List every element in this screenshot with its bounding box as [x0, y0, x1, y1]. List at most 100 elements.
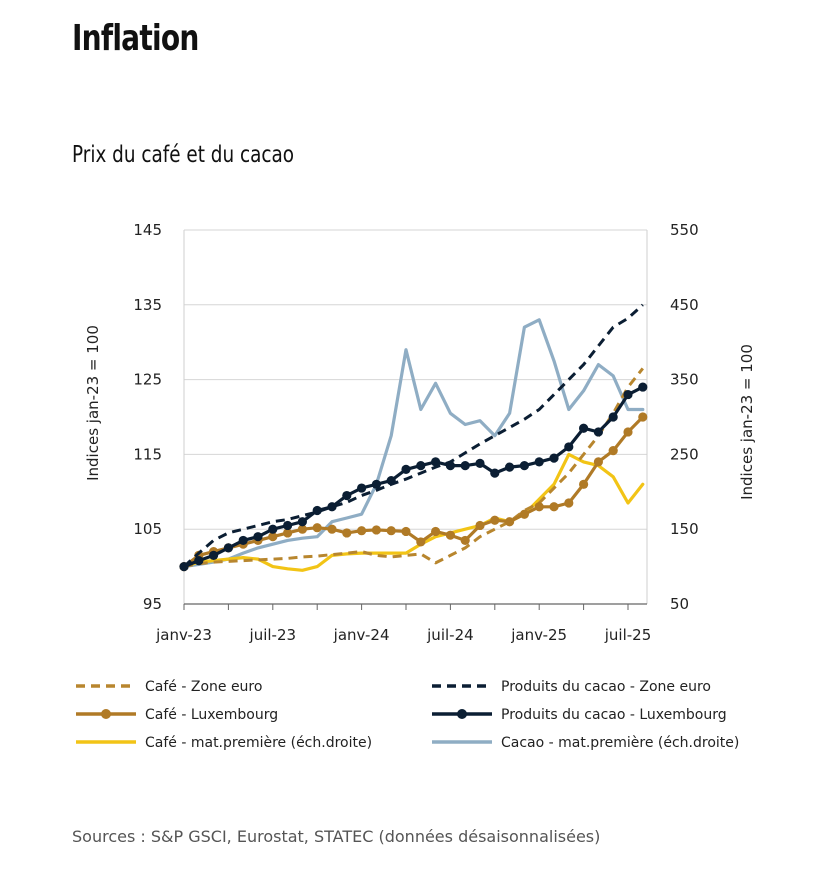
- source-note: Sources : S&P GSCI, Eurostat, STATEC (do…: [72, 827, 601, 846]
- legend: Café - Zone euro Produits du cacao - Zone…: [76, 679, 739, 751]
- series-line: [182, 303, 644, 568]
- data-point: [445, 461, 455, 471]
- data-point: [623, 389, 633, 400]
- legend-label: Produits du cacao - Zone euro: [501, 679, 711, 695]
- legend-marker: [101, 709, 111, 719]
- data-point: [179, 562, 189, 572]
- data-point: [519, 461, 530, 471]
- data-point: [549, 453, 559, 463]
- data-point: [386, 526, 396, 536]
- data-point: [638, 412, 648, 422]
- page-title: Inflation: [72, 18, 199, 59]
- data-point: [593, 427, 604, 437]
- series-line: [182, 452, 645, 572]
- y-axis-title-left: Indices jan-23 = 100: [84, 325, 102, 481]
- legend-label: Café - mat.première (éch.droite): [145, 735, 372, 751]
- legend-label: Produits du cacao - Luxembourg: [501, 707, 727, 723]
- series-line: [182, 385, 645, 569]
- data-point: [534, 457, 544, 467]
- data-point: [268, 524, 278, 534]
- x-tick-label: juil-24: [426, 626, 474, 644]
- legend-label: Café - Zone euro: [145, 679, 262, 695]
- data-point: [519, 509, 530, 519]
- x-tick-label: juil-23: [249, 626, 297, 644]
- y-tick-label-left: 105: [133, 520, 162, 538]
- data-point: [327, 524, 337, 534]
- y-tick-label-left: 115: [133, 445, 162, 463]
- data-point: [283, 528, 293, 538]
- data-point: [623, 427, 633, 437]
- data-point: [238, 535, 248, 546]
- data-point: [357, 483, 367, 493]
- data-point: [490, 515, 500, 525]
- y-axis-title-right: Indices jan-23 = 100: [738, 344, 756, 500]
- legend-label: Cacao - mat.première (éch.droite): [501, 735, 739, 751]
- y-tick-label-right: 450: [670, 296, 699, 314]
- legend-item: Café - Zone euro: [76, 679, 262, 695]
- data-point: [534, 502, 544, 512]
- data-point: [401, 526, 411, 537]
- legend-item: Café - Luxembourg: [76, 707, 278, 723]
- series-layer: [179, 303, 648, 572]
- data-point: [416, 461, 426, 471]
- data-point: [638, 382, 648, 392]
- data-point: [505, 462, 515, 472]
- data-point: [445, 530, 455, 540]
- chart-title: Prix du café et du cacao: [72, 142, 295, 168]
- data-point: [579, 479, 589, 489]
- data-point: [431, 526, 441, 537]
- data-point: [342, 490, 352, 501]
- data-point: [460, 461, 470, 471]
- series-line: [182, 318, 645, 569]
- data-point: [268, 532, 278, 542]
- legend-label: Café - Luxembourg: [145, 707, 278, 723]
- data-point: [401, 464, 411, 474]
- data-point: [549, 502, 559, 512]
- data-point: [431, 457, 441, 467]
- x-tick-label: janv-25: [510, 626, 567, 644]
- series-6: [182, 318, 645, 569]
- data-point: [312, 505, 322, 516]
- data-point: [490, 468, 500, 478]
- data-point: [386, 475, 396, 486]
- legend-item: Cacao - mat.première (éch.droite): [432, 735, 739, 751]
- data-point: [608, 412, 618, 422]
- y-tick-label-left: 125: [133, 371, 162, 389]
- data-point: [194, 556, 204, 566]
- legend-marker: [457, 709, 467, 719]
- x-tick-label: juil-25: [604, 626, 652, 644]
- series-line: [183, 367, 644, 569]
- data-point: [357, 526, 367, 536]
- data-point: [342, 528, 352, 538]
- data-point: [327, 502, 337, 512]
- data-point: [209, 550, 219, 560]
- series-1: [183, 367, 644, 569]
- data-point: [460, 535, 470, 546]
- data-point: [564, 498, 574, 508]
- data-point: [475, 520, 485, 531]
- data-point: [312, 523, 322, 533]
- data-point: [564, 442, 574, 452]
- legend-item: Produits du cacao - Luxembourg: [432, 707, 727, 723]
- y-tick-label-right: 350: [670, 371, 699, 389]
- y-tick-label-right: 150: [670, 520, 699, 538]
- data-point: [416, 537, 426, 547]
- y-tick-label-right: 50: [670, 595, 689, 613]
- data-point: [253, 532, 263, 542]
- y-tick-label-left: 145: [133, 221, 162, 239]
- x-tick-label: janv-23: [155, 626, 212, 644]
- data-point: [283, 520, 293, 531]
- series-4: [179, 382, 648, 572]
- data-point: [297, 517, 307, 527]
- data-point: [608, 446, 618, 456]
- axes: 95 105 115 125 135 145 50 150 250 350 450 550 janv-2…: [133, 221, 698, 644]
- data-point: [505, 517, 515, 527]
- data-point: [475, 458, 485, 468]
- data-point: [223, 543, 233, 553]
- y-tick-label-left: 95: [143, 595, 162, 613]
- data-point: [371, 525, 381, 535]
- y-tick-label-right: 550: [670, 221, 699, 239]
- data-point: [297, 524, 307, 534]
- series-5: [182, 452, 645, 572]
